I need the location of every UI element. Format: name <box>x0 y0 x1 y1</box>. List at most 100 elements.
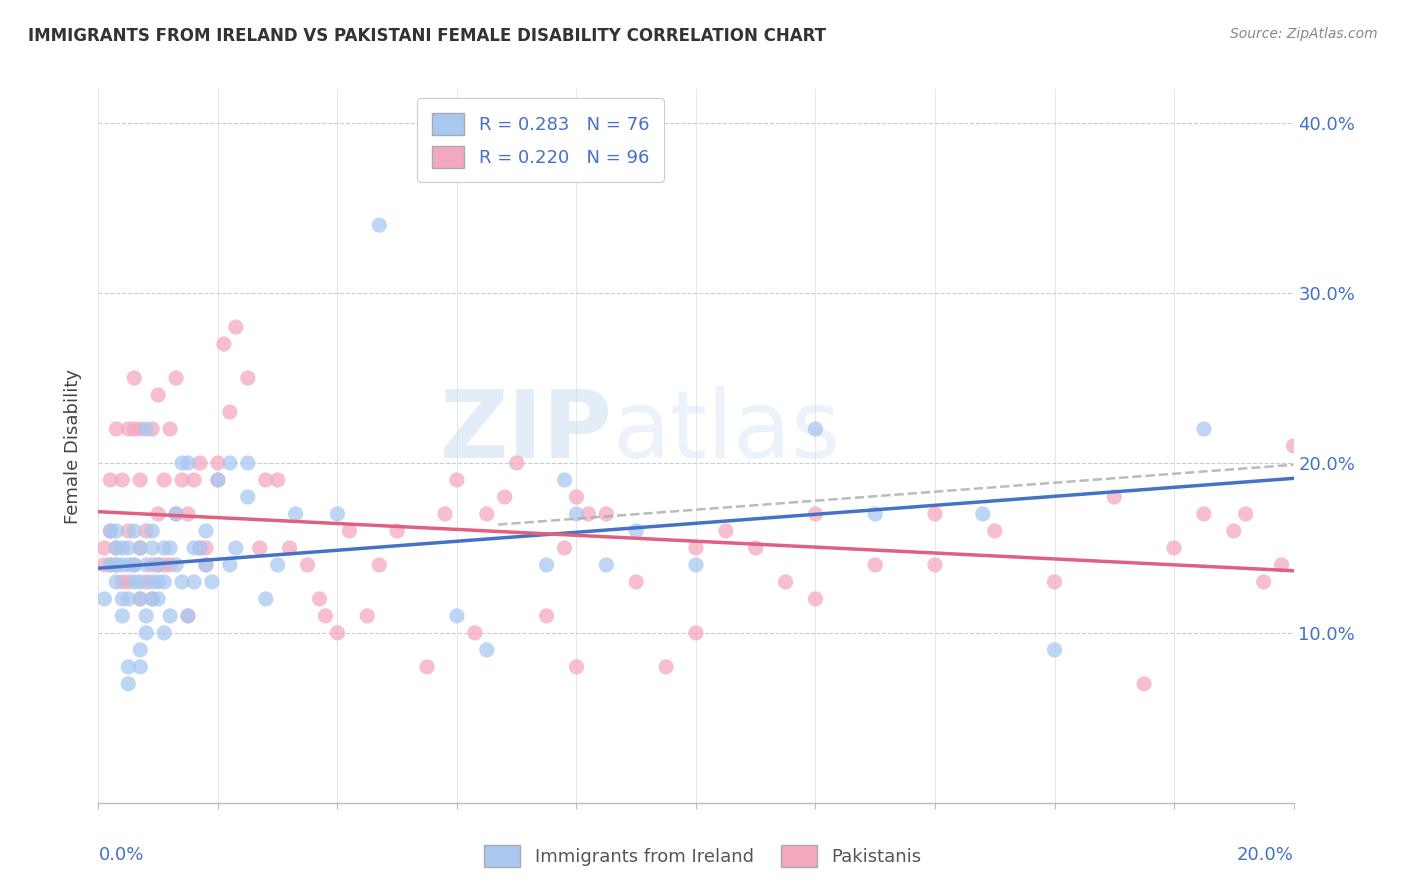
Point <box>117 558 139 572</box>
Point <box>236 490 259 504</box>
Point <box>124 371 146 385</box>
Text: ZIP: ZIP <box>440 385 612 478</box>
Point <box>804 422 827 436</box>
Point <box>207 473 229 487</box>
Point <box>148 388 170 402</box>
Point <box>225 541 247 555</box>
Point <box>105 541 128 555</box>
Point <box>297 558 319 572</box>
Point <box>98 558 122 572</box>
Point <box>446 608 468 623</box>
Point <box>141 524 163 538</box>
Point <box>219 405 242 419</box>
Point <box>141 558 163 572</box>
Point <box>1133 677 1156 691</box>
Point <box>236 371 259 385</box>
Point <box>129 473 152 487</box>
Point <box>148 507 170 521</box>
Point <box>159 558 181 572</box>
Point <box>135 422 157 436</box>
Text: 20.0%: 20.0% <box>1237 846 1294 863</box>
Legend: R = 0.283   N = 76, R = 0.220   N = 96: R = 0.283 N = 76, R = 0.220 N = 96 <box>418 98 664 182</box>
Point <box>141 574 163 589</box>
Point <box>153 626 176 640</box>
Point <box>219 558 242 572</box>
Point <box>655 660 678 674</box>
Point <box>356 608 378 623</box>
Point <box>105 574 128 589</box>
Text: atlas: atlas <box>612 385 841 478</box>
Point <box>775 574 797 589</box>
Point <box>194 524 218 538</box>
Point <box>141 591 163 606</box>
Point <box>236 456 259 470</box>
Point <box>159 541 181 555</box>
Point <box>212 337 235 351</box>
Point <box>188 541 211 555</box>
Point <box>111 541 134 555</box>
Point <box>159 608 181 623</box>
Point <box>595 507 617 521</box>
Point <box>1253 574 1275 589</box>
Point <box>983 524 1005 538</box>
Point <box>129 422 152 436</box>
Point <box>554 473 576 487</box>
Point <box>117 422 139 436</box>
Point <box>105 422 128 436</box>
Point <box>207 456 229 470</box>
Point <box>804 507 827 521</box>
Point <box>172 574 194 589</box>
Point <box>165 558 187 572</box>
Point <box>135 574 157 589</box>
Point <box>368 558 391 572</box>
Point <box>506 456 529 470</box>
Point <box>135 608 157 623</box>
Point <box>177 608 200 623</box>
Point <box>141 541 163 555</box>
Point <box>475 643 498 657</box>
Point <box>124 422 146 436</box>
Point <box>565 660 588 674</box>
Point <box>254 473 277 487</box>
Point <box>578 507 600 521</box>
Point <box>1163 541 1185 555</box>
Point <box>685 558 707 572</box>
Point <box>565 490 588 504</box>
Point <box>416 660 439 674</box>
Point <box>124 574 146 589</box>
Point <box>924 558 946 572</box>
Point <box>278 541 301 555</box>
Point <box>111 574 134 589</box>
Point <box>464 626 486 640</box>
Point <box>141 422 163 436</box>
Point <box>165 371 187 385</box>
Point <box>98 473 122 487</box>
Point <box>153 558 176 572</box>
Point <box>105 524 128 538</box>
Point <box>129 591 152 606</box>
Point <box>177 507 200 521</box>
Point <box>685 626 707 640</box>
Point <box>165 507 187 521</box>
Point <box>339 524 360 538</box>
Point <box>446 473 468 487</box>
Point <box>111 591 134 606</box>
Point <box>972 507 994 521</box>
Point <box>129 591 152 606</box>
Point <box>153 541 176 555</box>
Point <box>1043 574 1066 589</box>
Point <box>1223 524 1246 538</box>
Point <box>117 541 139 555</box>
Point <box>111 608 134 623</box>
Point <box>624 524 647 538</box>
Point <box>148 574 170 589</box>
Point <box>153 574 176 589</box>
Point <box>135 558 157 572</box>
Point <box>129 643 152 657</box>
Point <box>165 507 187 521</box>
Point <box>368 218 391 232</box>
Point <box>124 524 146 538</box>
Point <box>267 558 290 572</box>
Point <box>105 558 128 572</box>
Point <box>326 626 349 640</box>
